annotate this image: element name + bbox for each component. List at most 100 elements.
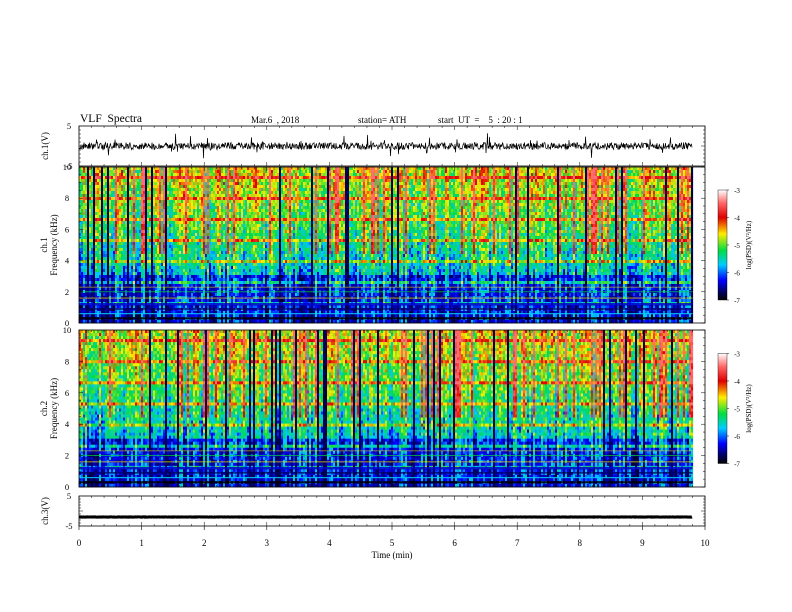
spectrogram-cell bbox=[309, 182, 312, 186]
spectrogram-cell bbox=[211, 176, 214, 180]
spectrogram-cell bbox=[371, 185, 374, 189]
spectrogram-cell bbox=[461, 176, 464, 180]
spectrogram-cell bbox=[133, 191, 136, 195]
spectrogram-cell bbox=[449, 197, 452, 201]
spectrogram-cell bbox=[517, 203, 520, 207]
spectrogram-cell bbox=[325, 188, 328, 192]
spectrogram-cell bbox=[473, 173, 476, 177]
spectrogram-cell bbox=[403, 200, 406, 204]
spectrogram-cell bbox=[659, 203, 662, 207]
spectrogram-cell bbox=[519, 176, 522, 180]
spectrogram-cell bbox=[491, 194, 494, 198]
spectrogram-cell bbox=[151, 179, 154, 183]
spectrogram-cell bbox=[519, 191, 522, 195]
spectrogram-cell bbox=[191, 176, 194, 180]
spectrogram-cell bbox=[483, 200, 486, 204]
spectrogram-cell bbox=[443, 173, 446, 177]
spectrogram-cell bbox=[435, 212, 438, 216]
spectrogram-cell bbox=[445, 206, 448, 210]
spectrogram-cell bbox=[625, 203, 628, 207]
spectrogram-cell bbox=[217, 203, 220, 207]
spectrogram-cell bbox=[441, 191, 444, 195]
spectrogram-cell bbox=[117, 179, 120, 183]
spectrogram-cell bbox=[625, 167, 628, 171]
spectrogram-cell bbox=[411, 173, 414, 177]
spectrogram-cell bbox=[585, 194, 588, 198]
spectrogram-cell bbox=[241, 188, 244, 192]
spectrogram-cell bbox=[303, 200, 306, 204]
spectrogram-cell bbox=[473, 185, 476, 189]
spectrogram-cell bbox=[127, 167, 130, 171]
spectrogram-cell bbox=[667, 167, 670, 171]
spectrogram-cell bbox=[241, 212, 244, 216]
spectrogram-cell bbox=[591, 167, 594, 171]
spectrogram-cell bbox=[103, 212, 106, 216]
spectrogram-cell bbox=[631, 191, 634, 195]
spectrogram-cell bbox=[603, 185, 606, 189]
spectrogram-cell bbox=[395, 182, 398, 186]
spectrogram-cell bbox=[525, 167, 528, 171]
spectrogram-cell bbox=[579, 209, 582, 213]
spectrogram-cell bbox=[397, 176, 400, 180]
spectrogram-cell bbox=[179, 200, 182, 204]
spectrogram-cell bbox=[297, 191, 300, 195]
spectrogram-cell bbox=[533, 194, 536, 198]
spectrogram-cell bbox=[179, 188, 182, 192]
spectrogram-cell bbox=[431, 197, 434, 201]
spectrogram-cell bbox=[603, 200, 606, 204]
spectrogram-cell bbox=[139, 197, 142, 201]
spectrogram-cell bbox=[407, 176, 410, 180]
spectrogram-cell bbox=[363, 191, 366, 195]
spectrogram-cell bbox=[419, 167, 422, 171]
spectrogram-cell bbox=[417, 179, 420, 183]
spectrogram-cell bbox=[573, 185, 576, 189]
spectrogram-cell bbox=[103, 173, 106, 177]
spectrogram-cell bbox=[321, 176, 324, 180]
spectrogram-cell bbox=[467, 209, 470, 213]
spectrogram-cell bbox=[365, 200, 368, 204]
spectrogram-cell bbox=[329, 179, 332, 183]
spectrogram-cell bbox=[549, 191, 552, 195]
spectrogram-cell bbox=[137, 188, 140, 192]
spectrogram-cell bbox=[201, 182, 204, 186]
spectrogram-cell bbox=[629, 185, 632, 189]
spectrogram-cell bbox=[595, 182, 598, 186]
spectrogram-cell bbox=[451, 176, 454, 180]
spectrogram-cell bbox=[629, 176, 632, 180]
spectrogram-cell bbox=[299, 203, 302, 207]
spectrogram-cell bbox=[245, 194, 248, 198]
spectrogram-cell bbox=[105, 203, 108, 207]
spectrogram-cell bbox=[331, 167, 334, 171]
spectrogram-cell bbox=[587, 209, 590, 213]
spectrogram-cell bbox=[479, 203, 482, 207]
spectrogram-cell bbox=[263, 179, 266, 183]
spectrogram-cell bbox=[227, 173, 230, 177]
spectrogram-cell bbox=[557, 185, 560, 189]
spectrogram-cell bbox=[89, 209, 92, 213]
spectrogram-cell bbox=[609, 194, 612, 198]
spectrogram-cell bbox=[315, 173, 318, 177]
spectrogram-cell bbox=[131, 200, 134, 204]
spectrogram-cell bbox=[555, 197, 558, 201]
spectrogram-cell bbox=[241, 170, 244, 174]
spectrogram-cell bbox=[493, 185, 496, 189]
spectrogram-cell bbox=[347, 197, 350, 201]
spectrogram-cell bbox=[241, 182, 244, 186]
spectrogram-cell bbox=[173, 191, 176, 195]
spectrogram-cell bbox=[529, 194, 532, 198]
spectrogram-cell bbox=[221, 209, 224, 213]
spectrogram-cell bbox=[535, 212, 538, 216]
spectrogram-cell bbox=[479, 209, 482, 213]
spectrogram-cell bbox=[231, 194, 234, 198]
spectrogram-cell bbox=[299, 185, 302, 189]
spectrogram-cell bbox=[295, 182, 298, 186]
spectrogram-cell bbox=[515, 197, 518, 201]
spectrogram-cell bbox=[235, 194, 238, 198]
spectrogram-cell bbox=[371, 197, 374, 201]
spectrogram-cell bbox=[145, 173, 148, 177]
spectrogram-cell bbox=[439, 212, 442, 216]
spectrogram-cell bbox=[637, 197, 640, 201]
spectrogram-cell bbox=[449, 167, 452, 171]
spectrogram-cell bbox=[207, 191, 210, 195]
spectrogram-cell bbox=[389, 176, 392, 180]
